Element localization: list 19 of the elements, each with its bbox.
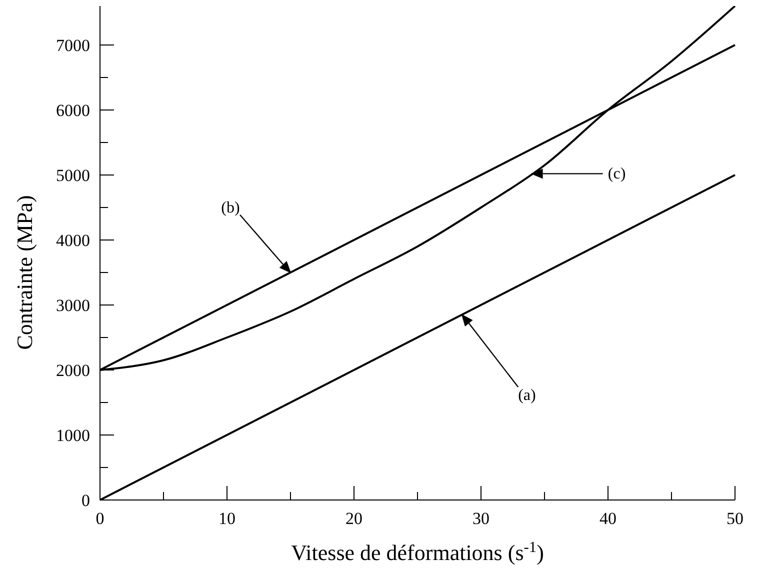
x-tick-label: 50 bbox=[726, 509, 744, 528]
y-tick-label: 1000 bbox=[56, 426, 90, 445]
y-tick-label: 4000 bbox=[56, 231, 90, 250]
annotation: (a) bbox=[518, 386, 536, 404]
y-tick-label: 2000 bbox=[56, 361, 90, 380]
x-axis-title: Vitesse de déformations (s$^{-1}$) bbox=[291, 538, 544, 565]
y-tick-label: 5000 bbox=[56, 166, 90, 185]
y-tick-label: 3000 bbox=[56, 296, 90, 315]
y-tick-label: 6000 bbox=[56, 101, 90, 120]
annotation: (b) bbox=[221, 200, 240, 216]
y-tick-label: 0 bbox=[82, 491, 90, 510]
annotation: (c) bbox=[608, 166, 626, 183]
x-tick-label: 0 bbox=[96, 509, 104, 528]
y-axis-title: Contrainte (MPa) bbox=[12, 195, 37, 350]
x-tick-label: 40 bbox=[600, 509, 616, 528]
x-tick-label: 20 bbox=[346, 509, 362, 528]
y-tick-label: 7000 bbox=[56, 36, 90, 55]
x-tick-label: 10 bbox=[218, 509, 236, 528]
x-tick-label: 30 bbox=[472, 509, 490, 528]
